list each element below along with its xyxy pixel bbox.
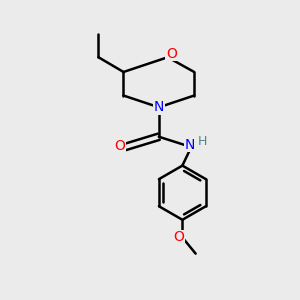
Text: N: N [184, 138, 195, 152]
Text: N: N [154, 100, 164, 114]
Text: O: O [114, 139, 125, 153]
Text: O: O [173, 230, 184, 244]
Text: H: H [198, 135, 207, 148]
Text: O: O [166, 47, 177, 61]
